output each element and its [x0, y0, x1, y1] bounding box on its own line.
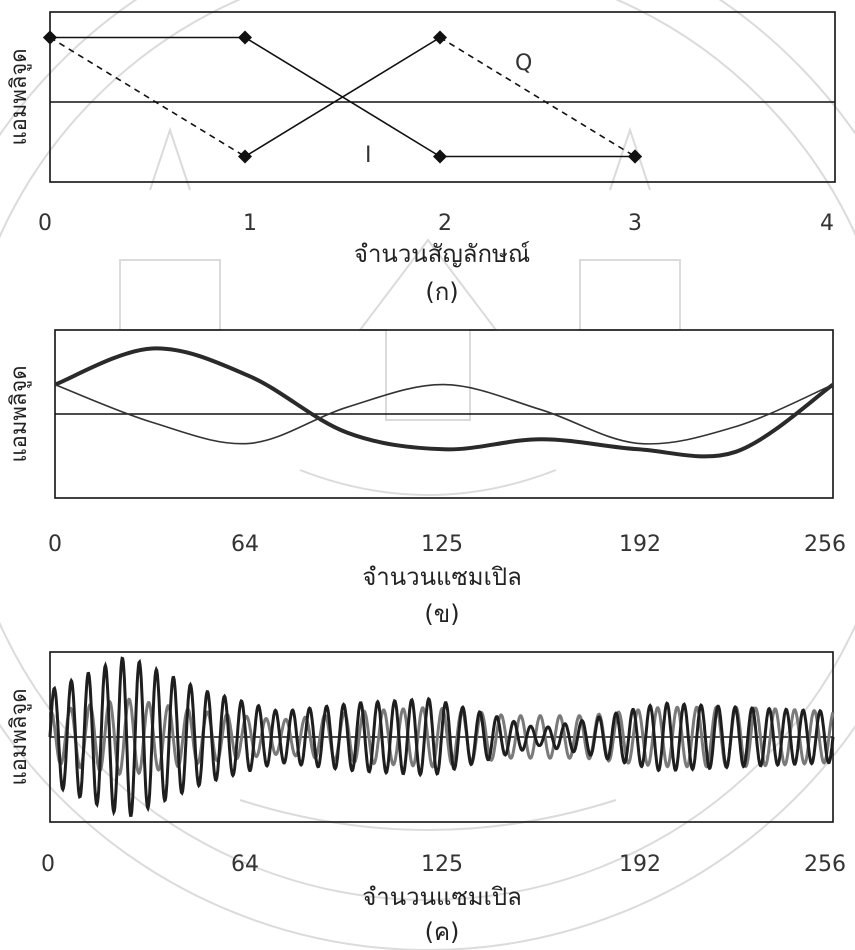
panel-a-caption: (ก)	[425, 278, 458, 306]
panel-b-xtick: 0	[48, 532, 62, 557]
panel-b-xtick: 64	[231, 532, 259, 557]
dark-carrier-waveform	[48, 656, 835, 817]
panel-a-series	[43, 30, 642, 164]
panel-c-xtick: 0	[41, 852, 55, 877]
annotation-i: I	[365, 143, 372, 168]
i-series-marker	[433, 149, 447, 164]
panel-b-xtick: 125	[421, 532, 463, 557]
q-series-marker	[238, 149, 252, 164]
panel-a-xtick: 1	[243, 211, 257, 236]
panel-a-xtick: 2	[438, 211, 452, 236]
q-series-segment	[49, 36, 246, 158]
panel-a: Q I แอมพลิจูด 0 1 2 3 4 จำนวนสัญลักษณ์ (…	[7, 11, 836, 306]
panel-b-xtick: 192	[619, 532, 661, 557]
panel-b-ylabel: แอมพลิจูด	[7, 365, 32, 462]
thin-waveform	[54, 383, 834, 445]
panel-a-xtick: 4	[820, 211, 834, 236]
panel-c-xtick: 125	[421, 852, 463, 877]
i-series-marker	[238, 30, 252, 45]
panel-a-frame	[49, 11, 836, 183]
panel-b-caption: (ข)	[424, 600, 459, 628]
panel-a-xlabel: จำนวนสัญลักษณ์	[354, 240, 530, 268]
panel-a-xtick: 0	[38, 211, 52, 236]
panel-b: แอมพลิจูด 0 64 125 192 256 จำนวนแซมเปิล …	[7, 329, 846, 628]
panel-c-xtick: 192	[619, 852, 661, 877]
panel-c-xtick: 64	[231, 852, 259, 877]
panel-a-xtick: 3	[628, 211, 642, 236]
q-series-marker	[433, 30, 447, 45]
q-series-marker	[628, 149, 642, 164]
panel-c-series	[48, 656, 835, 817]
panel-b-series	[54, 346, 835, 459]
panel-c-xlabel: จำนวนแซมเปิล	[362, 883, 522, 911]
panel-b-xtick: 256	[804, 532, 846, 557]
panel-c-caption: (ค)	[425, 918, 460, 946]
panel-c-ylabel: แอมพลิจูด	[7, 688, 32, 785]
q-series-segment	[439, 36, 636, 158]
q-series-segment	[244, 36, 441, 158]
panel-b-xlabel: จำนวนแซมเปิล	[362, 563, 522, 591]
q-series-marker	[43, 30, 57, 45]
panel-c: แอมพลิจูด 0 64 125 192 256 จำนวนแซมเปิล …	[7, 651, 846, 946]
gray-carrier-waveform	[48, 697, 835, 777]
panel-c-xtick: 256	[804, 852, 846, 877]
thick-waveform	[54, 346, 835, 459]
panel-a-ylabel: แอมพลิจูด	[7, 48, 32, 145]
annotation-q: Q	[515, 51, 532, 76]
